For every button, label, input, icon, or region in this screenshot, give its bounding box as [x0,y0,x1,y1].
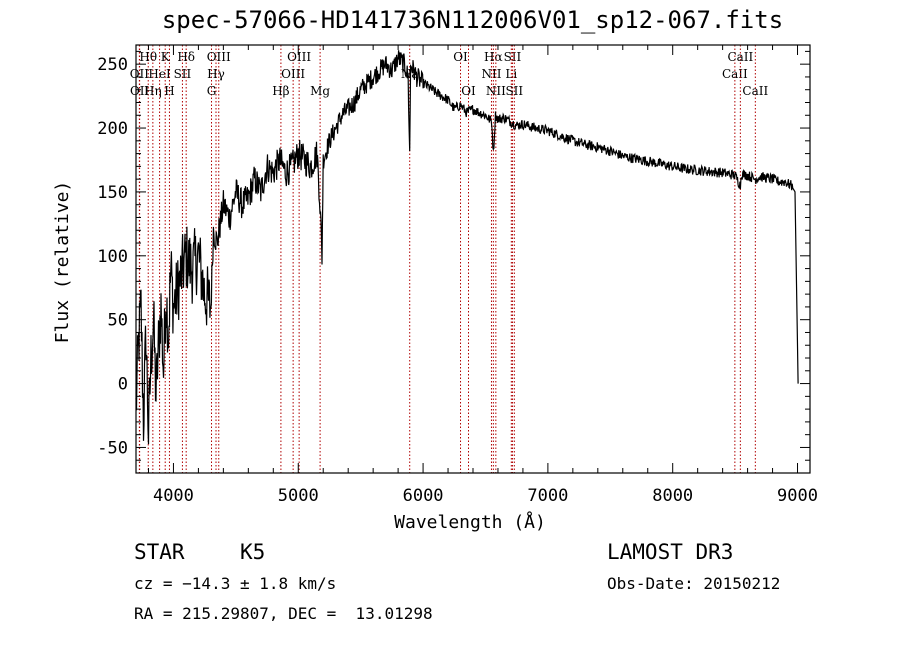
redshift-cz: cz = −14.3 ± 1.8 km/s [134,574,337,593]
line-marker-label: Mg [310,84,330,98]
line-marker-label: Hη [144,84,162,98]
line-marker-label: Hβ [272,84,289,98]
y-tick-label: 150 [97,183,128,203]
x-tick-label: 6000 [403,486,444,506]
line-marker-label: SII [504,50,522,64]
line-marker-label: OIII [287,50,311,64]
line-marker-label: Hα [484,50,503,64]
spectrum-line [135,50,799,445]
y-tick-label: -50 [97,438,128,458]
line-marker-label: SII [505,84,523,98]
y-axis-label: Flux (relative) [52,181,73,344]
object-class: STAR [134,540,185,564]
y-tick-label: 200 [97,119,128,139]
x-tick-label: 5000 [278,486,319,506]
x-tick-label: 9000 [777,486,818,506]
line-marker-label: OI [453,50,468,64]
y-tick-label: 0 [118,375,128,395]
line-marker-label: Hδ [177,50,195,64]
line-marker-label: CaII [722,67,748,81]
survey-name: LAMOST DR3 [607,540,734,564]
chart-title: spec-57066-HD141736N112006V01_sp12-067.f… [161,6,784,34]
line-marker-label: OIII [281,67,305,81]
line-marker-label: Hγ [207,67,225,81]
y-tick-label: 250 [97,55,128,75]
coordinates: RA = 215.29807, DEC = 13.01298 [134,604,433,623]
line-marker-label: OI [461,84,476,98]
line-marker-label: CaII [742,84,768,98]
line-marker-label: CaII [727,50,753,64]
line-marker-label: NII [481,67,501,81]
x-tick-label: 4000 [153,486,194,506]
x-axis-label: Wavelength (Å) [394,511,546,533]
line-marker-label: H [164,84,174,98]
line-marker-label: OIII [207,50,231,64]
y-tick-label: 100 [97,247,128,267]
line-marker-label: G [207,84,217,98]
line-marker-label: Hθ [139,50,157,64]
line-marker-label: NII [486,84,506,98]
axis-ticks: 4000 5000 6000 7000 8000 9000 -50 0 50 100 150 200 2… [97,45,818,506]
line-marker-label: Li [505,67,517,81]
line-markers: HθOIIOIIHηHeIKHSIIHδGHγOIIIHβOIIIOIIIMgN… [130,45,768,473]
line-marker-label: HeI [148,67,171,81]
line-marker-label: SII [174,67,192,81]
line-marker-label: OII [130,84,150,98]
x-tick-label: 8000 [652,486,693,506]
object-subclass: K5 [240,540,266,564]
y-tick-label: 50 [108,311,128,331]
line-marker-label: K [161,50,171,64]
obs-date: Obs-Date: 20150212 [607,574,781,593]
x-tick-label: 7000 [527,486,568,506]
